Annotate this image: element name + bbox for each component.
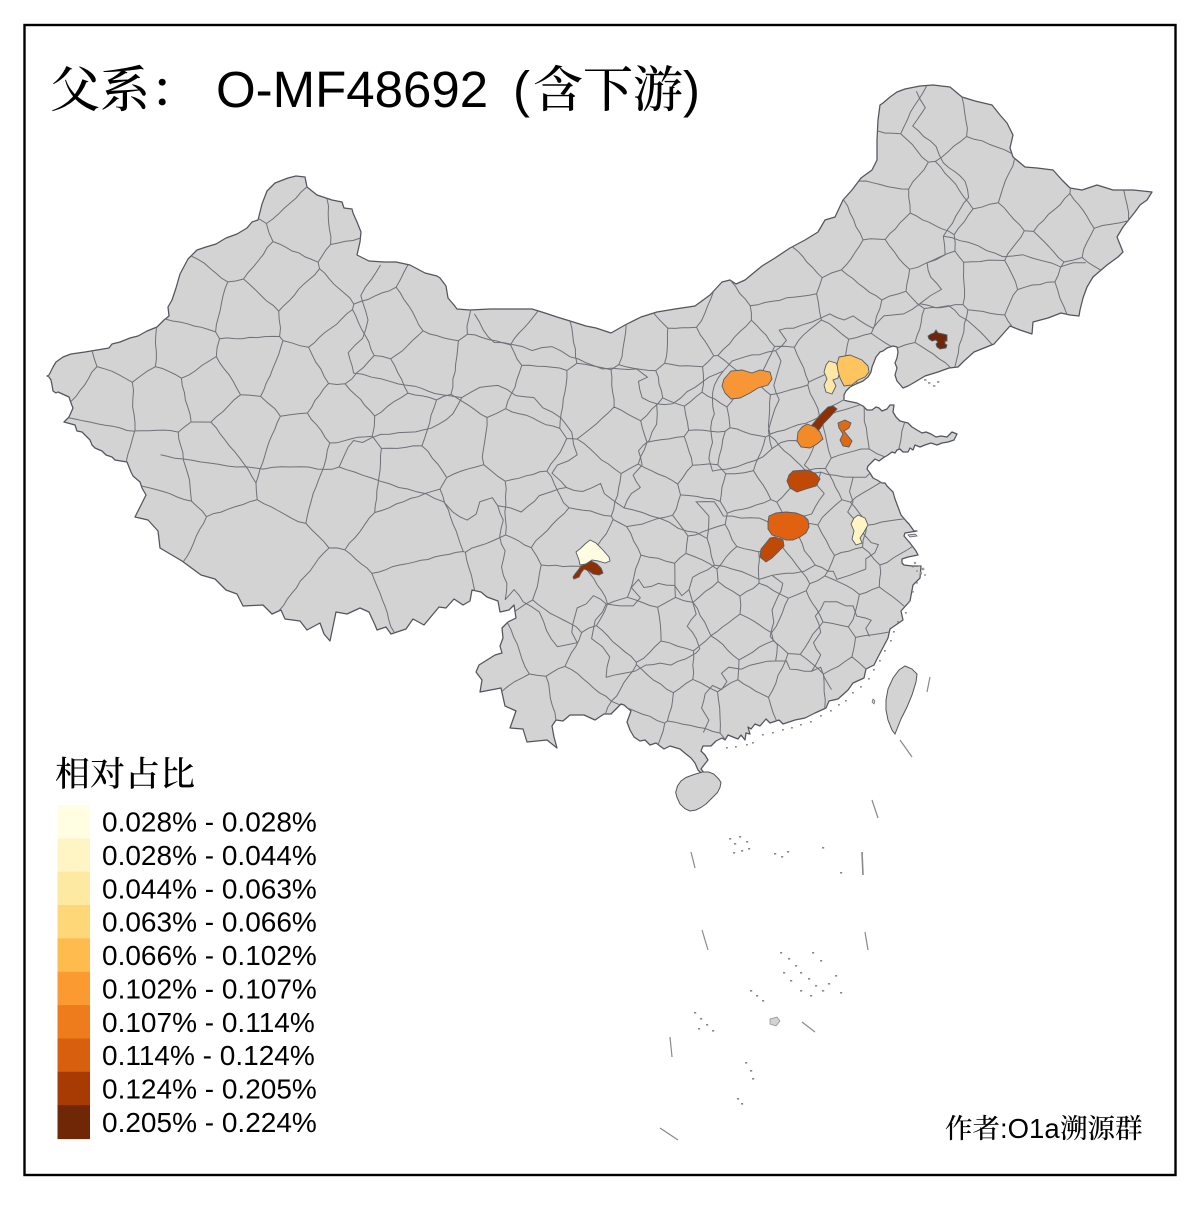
svg-text:0.044% - 0.063%: 0.044% - 0.063% bbox=[102, 873, 317, 904]
svg-text:0.102% - 0.107%: 0.102% - 0.107% bbox=[102, 973, 317, 1004]
svg-text:(: ( bbox=[513, 61, 530, 118]
svg-text:0.107% - 0.114%: 0.107% - 0.114% bbox=[102, 1007, 315, 1038]
svg-text:0.028% - 0.028%: 0.028% - 0.028% bbox=[102, 807, 317, 838]
svg-text:0.205% - 0.224%: 0.205% - 0.224% bbox=[102, 1107, 317, 1138]
svg-text:0.063% - 0.066%: 0.063% - 0.066% bbox=[102, 907, 317, 938]
svg-text:0.114% - 0.124%: 0.114% - 0.124% bbox=[102, 1040, 315, 1071]
svg-text::O1a: :O1a bbox=[1000, 1113, 1060, 1144]
svg-text:O-MF48692: O-MF48692 bbox=[216, 61, 488, 118]
svg-text:): ) bbox=[683, 61, 700, 118]
svg-text:0.028% - 0.044%: 0.028% - 0.044% bbox=[102, 840, 317, 871]
svg-text:0.124% - 0.205%: 0.124% - 0.205% bbox=[102, 1074, 317, 1105]
svg-text:0.066% - 0.102%: 0.066% - 0.102% bbox=[102, 940, 317, 971]
